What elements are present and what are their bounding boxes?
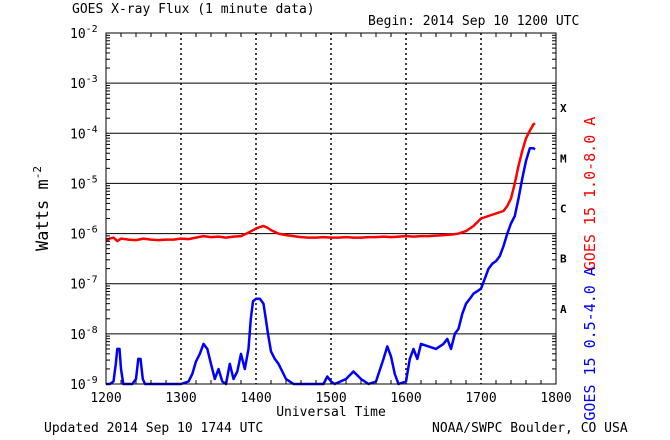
updated-time: Updated 2014 Sep 10 1744 UTC	[44, 421, 264, 436]
y-tick-label: 10-5	[70, 174, 98, 192]
x-tick-label: 1700	[465, 391, 496, 406]
flare-class-label: B	[560, 253, 567, 266]
y-tick-label: 10-4	[70, 124, 98, 142]
chart-title: GOES X-ray Flux (1 minute data)	[72, 2, 315, 17]
y-tick-label: 10-3	[70, 74, 98, 92]
y-tick-label: 10-6	[70, 225, 98, 243]
flare-class-label: A	[560, 303, 567, 316]
x-tick-label: 1200	[90, 391, 121, 406]
plot-frame	[105, 32, 557, 385]
begin-time: Begin: 2014 Sep 10 1200 UTC	[368, 14, 580, 29]
x-tick-label: 1800	[540, 391, 571, 406]
y-tick-label: 10-8	[70, 325, 98, 343]
flare-class-label: M	[560, 152, 567, 165]
x-axis-label: Universal Time	[276, 405, 386, 420]
x-tick-label: 1500	[315, 391, 346, 406]
legend-short-channel: GOES 15 0.5-4.0 A	[581, 267, 599, 421]
legend-long-channel: GOES 15 1.0-8.0 A	[581, 117, 599, 271]
y-axis-label: Watts m-2	[31, 166, 53, 251]
y-tick-label: 10-7	[70, 275, 98, 293]
flare-class-label: X	[560, 102, 567, 115]
credit-text: NOAA/SWPC Boulder, CO USA	[432, 421, 628, 436]
flare-class-label: C	[560, 203, 567, 216]
y-tick-label: 10-2	[70, 24, 98, 42]
x-tick-label: 1400	[240, 391, 271, 406]
series-line-long-channel	[105, 122, 536, 243]
x-tick-label: 1300	[165, 391, 196, 406]
x-tick-label: 1600	[390, 391, 421, 406]
